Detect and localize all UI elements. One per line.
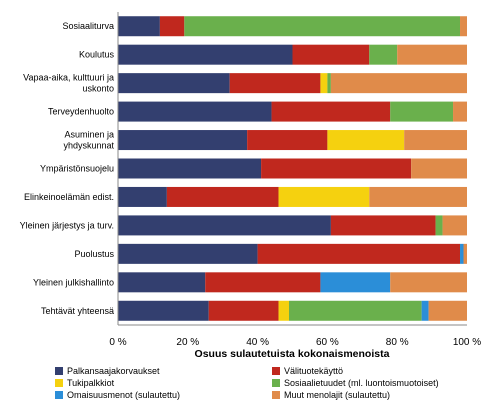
bar-segment-5-3 [453,101,467,122]
bar-segment-5-7 [442,215,467,236]
x-tick-label: 60 % [316,337,339,348]
category-label: Yleinen järjestys ja turv. [20,220,114,230]
category-label: Tehtävät yhteensä [41,306,114,316]
bar-segment-5-0 [460,16,467,37]
bar-segment-0-4 [118,130,248,151]
bars-layer [118,16,467,321]
bar-segment-4-10 [421,300,429,321]
category-label: Asuminen ja yhdyskunnat [63,130,114,151]
bar-segment-5-1 [397,44,467,65]
bar-segment-2-2 [320,73,328,94]
bar-segment-3-10 [289,300,422,321]
bar-segment-3-3 [390,101,454,122]
bar-segment-1-1 [292,44,370,65]
legend-item: Tukipalkkiot [55,378,115,388]
bar-segment-0-8 [118,243,258,264]
bar-segment-1-4 [247,130,328,151]
bar-segment-4-9 [320,272,391,293]
legend-swatch [55,391,63,399]
bar-segment-1-0 [159,16,185,37]
x-tick-label: 20 % [176,337,199,348]
category-label: Terveydenhuolto [48,107,114,117]
category-label: Yleinen julkishallinto [33,277,114,287]
bar-segment-3-0 [184,16,461,37]
legend-item: Muut menolajit (sulautettu) [272,390,390,400]
bar-segment-5-10 [428,300,467,321]
bar-segment-1-6 [166,186,279,207]
category-label: Puolustus [74,249,114,259]
bar-segment-5-6 [369,186,467,207]
bar-segment-1-2 [229,73,321,94]
bar-segment-1-7 [330,215,436,236]
bar-segment-5-5 [411,158,467,179]
bar-segment-3-2 [327,73,331,94]
bar-segment-0-3 [118,101,272,122]
bar-segment-2-6 [278,186,370,207]
legend-label: Tukipalkkiot [67,378,115,388]
legend-item: Välituotekäyttö [272,366,343,376]
axis-layer [117,12,467,326]
bar-segment-0-2 [118,73,230,94]
bar-segment-0-9 [118,272,206,293]
bar-segment-0-7 [118,215,331,236]
category-label: Ympäristönsuojelu [40,164,114,174]
bar-segment-0-0 [118,16,160,37]
category-label: Koulutus [79,50,115,60]
bar-segment-1-10 [208,300,279,321]
bar-segment-5-8 [463,243,467,264]
x-tick-label: 0 % [109,337,126,348]
legend-label: Palkansaajakorvaukset [67,366,160,376]
x-tick-label: 80 % [386,337,409,348]
bar-segment-1-8 [257,243,461,264]
category-label: Sosiaaliturva [62,21,114,31]
x-tick-labels: 0 % 20 % 40 % 60 % 80 % 100 % [109,337,481,348]
legend: Palkansaajakorvaukset Välituotekäyttö Tuki… [55,366,439,400]
bar-segment-3-7 [435,215,443,236]
category-label: Vapaa-aika, kulttuuri ja uskonto [23,73,114,94]
bar-segment-1-9 [205,272,321,293]
category-labels: Sosiaaliturva Koulutus Vapaa-aika, kulttuu… [20,21,115,316]
legend-swatch [55,367,63,375]
legend-item: Palkansaajakorvaukset [55,366,160,376]
x-tick-label: 40 % [246,337,269,348]
category-label: Elinkeinoelämän edist. [24,192,114,202]
bar-segment-4-8 [460,243,464,264]
bar-segment-1-3 [271,101,391,122]
bar-segment-0-6 [118,186,167,207]
legend-item: Omaisuusmenot (sulautettu) [55,390,180,400]
bar-segment-0-5 [118,158,262,179]
legend-swatch [55,379,63,387]
bar-segment-0-1 [118,44,293,65]
legend-item: Sosiaalietuudet (ml. luontoismuotoiset) [272,378,439,388]
legend-label: Välituotekäyttö [284,366,343,376]
bar-segment-1-5 [261,158,412,179]
bar-segment-3-1 [369,44,398,65]
bar-segment-5-9 [390,272,467,293]
bar-segment-5-2 [330,73,467,94]
bar-segment-2-4 [327,130,405,151]
legend-swatch [272,391,280,399]
legend-label: Sosiaalietuudet (ml. luontoismuotoiset) [284,378,439,388]
legend-label: Omaisuusmenot (sulautettu) [67,390,180,400]
bar-segment-2-10 [278,300,290,321]
x-tick-label: 100 % [453,337,481,348]
legend-swatch [272,367,280,375]
legend-label: Muut menolajit (sulautettu) [284,390,390,400]
x-axis-title: Osuus sulautetuista kokonaismenoista [195,348,390,360]
bar-segment-5-4 [404,130,467,151]
bar-segment-0-10 [118,300,209,321]
legend-swatch [272,379,280,387]
